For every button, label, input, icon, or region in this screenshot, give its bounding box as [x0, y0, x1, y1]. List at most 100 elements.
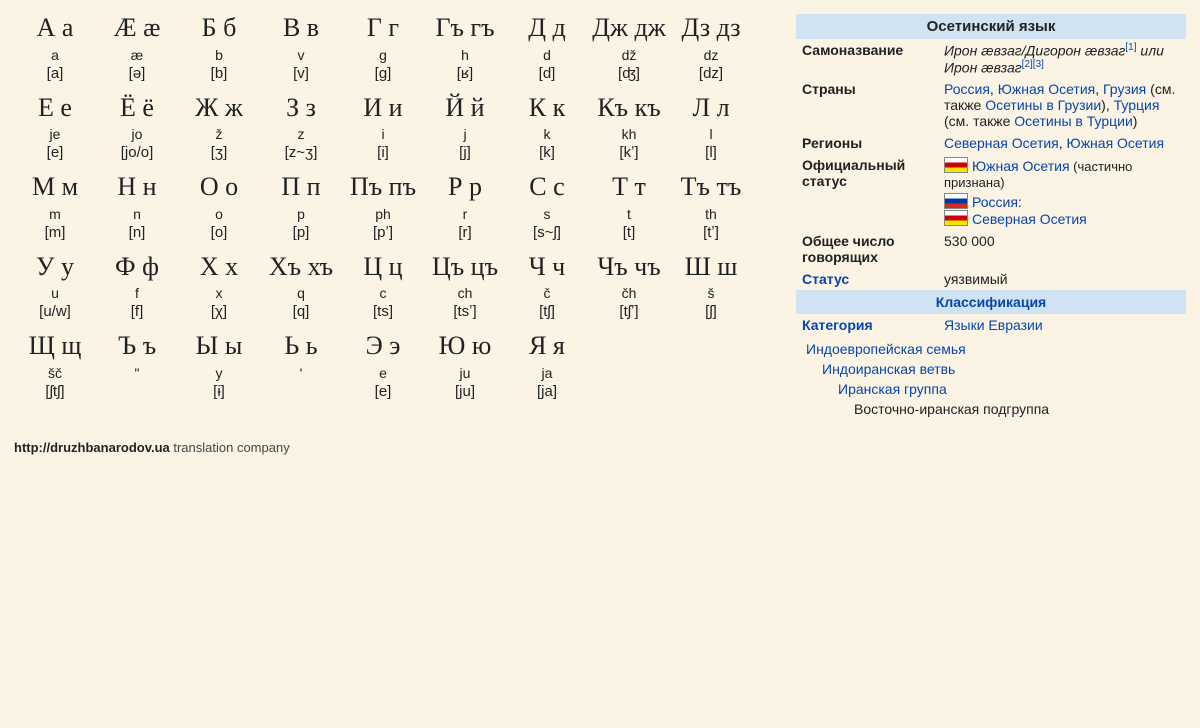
- letter: Я я: [506, 332, 588, 361]
- transliteration: dž: [588, 47, 670, 63]
- alphabet-cell: Чъ чъčh[tʃʼ]: [588, 253, 670, 321]
- ipa: [χ]: [178, 303, 260, 320]
- flag-north-ossetia-icon: [944, 210, 968, 226]
- ipa: [i]: [342, 144, 424, 161]
- link-ossetians-turkey[interactable]: Осетины в Турции: [1014, 113, 1133, 129]
- ipa: [tʃ]: [506, 303, 588, 320]
- alphabet-cell: А а a [a]: [14, 14, 96, 82]
- link-russia[interactable]: Россия: [944, 81, 990, 97]
- infobox-title: Осетинский язык: [796, 14, 1186, 39]
- ipa: [kʼ]: [588, 144, 670, 161]
- letter: Ӕ ӕ: [96, 14, 178, 43]
- alphabet-cell: Ч чč[tʃ]: [506, 253, 588, 321]
- link-ossetians-georgia[interactable]: Осетины в Грузии: [985, 97, 1101, 113]
- alphabet-cell: Къ къkh[kʼ]: [588, 94, 670, 162]
- ipa: [a]: [14, 65, 96, 82]
- ipa: [m]: [14, 224, 96, 241]
- letter: Хъ хъ: [260, 253, 342, 282]
- transliteration: ': [260, 365, 342, 381]
- alphabet-cell: Пъ пъph[pʼ]: [342, 173, 424, 241]
- transliteration: ž: [178, 126, 260, 142]
- flag-russia-icon: [944, 193, 968, 209]
- transliteration: v: [260, 47, 342, 63]
- alphabet-cell: М мm[m]: [14, 173, 96, 241]
- ipa: [z~ʒ]: [260, 144, 342, 161]
- alphabet-cell: Ь ь': [260, 332, 342, 400]
- link-eurasia-languages[interactable]: Языки Евразии: [944, 317, 1043, 333]
- letter: Цъ цъ: [424, 253, 506, 282]
- transliteration: f: [96, 285, 178, 301]
- link-south-ossetia[interactable]: Южная Осетия: [998, 81, 1096, 97]
- letter: Къ къ: [588, 94, 670, 123]
- alphabet-cell: Я яja[ja]: [506, 332, 588, 400]
- link-indo-iranian[interactable]: Индоиранская ветвь: [822, 361, 955, 377]
- transliteration: o: [178, 206, 260, 222]
- link-north-ossetia[interactable]: Северная Осетия: [944, 135, 1059, 151]
- link-north-ossetia[interactable]: Северная Осетия: [972, 211, 1087, 227]
- transliteration: a: [14, 47, 96, 63]
- ipa: [tsʼ]: [424, 303, 506, 320]
- alphabet-cell: П пp[p]: [260, 173, 342, 241]
- ipa: [b]: [178, 65, 260, 82]
- letter: Л л: [670, 94, 752, 123]
- category-label: Категория: [796, 314, 938, 336]
- transliteration: h: [424, 47, 506, 63]
- link-indo-european[interactable]: Индоевропейская семья: [806, 341, 966, 357]
- letter: О о: [178, 173, 260, 202]
- alphabet-cell: Р рr[r]: [424, 173, 506, 241]
- regions-label: Регионы: [796, 132, 938, 154]
- alphabet-cell: Б бb[b]: [178, 14, 260, 82]
- ipa: [l]: [670, 144, 752, 161]
- alphabet-cell: К кk[k]: [506, 94, 588, 162]
- ref-link[interactable]: [1]: [1125, 42, 1136, 53]
- transliteration: q: [260, 285, 342, 301]
- letter: Дз дз: [670, 14, 752, 43]
- footer: http://druzhbanarodov.ua translation com…: [14, 440, 1186, 455]
- official-value: Южная Осетия (частично признана) Россия:…: [938, 154, 1186, 230]
- status-value: уязвимый: [938, 268, 1186, 290]
- link-iranian[interactable]: Иранская группа: [838, 381, 947, 397]
- letter: М м: [14, 173, 96, 202]
- alphabet-cell: Тъ тъth[tʼ]: [670, 173, 752, 241]
- ipa: [ʤ]: [588, 65, 670, 82]
- link-russia[interactable]: Россия: [972, 194, 1018, 210]
- ref-link[interactable]: [2][3]: [1022, 59, 1044, 70]
- transliteration: æ: [96, 47, 178, 63]
- alphabet-cell: О о o [o]: [178, 173, 260, 241]
- transliteration: i: [342, 126, 424, 142]
- transliteration: dz: [670, 47, 752, 63]
- alphabet-cell: Хъ хъ q [q]: [260, 253, 342, 321]
- alphabet-cell: Н нn[n]: [96, 173, 178, 241]
- selfname-label: Самоназвание: [796, 39, 938, 78]
- ipa: [u/w]: [14, 303, 96, 320]
- letter: Е е: [14, 94, 96, 123]
- ipa: [q]: [260, 303, 342, 320]
- link-category[interactable]: Категория: [802, 317, 873, 333]
- flag-south-ossetia-icon: [944, 157, 968, 173]
- link-georgia[interactable]: Грузия: [1103, 81, 1146, 97]
- letter: Тъ тъ: [670, 173, 752, 202]
- east-iranian-subgroup: Восточно-иранская подгруппа: [802, 399, 1180, 419]
- link-south-ossetia[interactable]: Южная Осетия: [972, 158, 1070, 174]
- link-south-ossetia[interactable]: Южная Осетия: [1067, 135, 1165, 151]
- transliteration: b: [178, 47, 260, 63]
- transliteration: x: [178, 285, 260, 301]
- category-value: Языки Евразии: [938, 314, 1186, 336]
- letter: Гъ гъ: [424, 14, 506, 43]
- transliteration: s: [506, 206, 588, 222]
- letter: А а: [14, 14, 96, 43]
- letter: К к: [506, 94, 588, 123]
- ipa: [ʁ]: [424, 65, 506, 82]
- transliteration: d: [506, 47, 588, 63]
- alphabet-cell: С сs[s~ʃ]: [506, 173, 588, 241]
- selfname-value: Ирон ӕвзаг/Дигорон ӕвзаг[1] или Ирон ӕвз…: [938, 39, 1186, 78]
- link-classification[interactable]: Классификация: [936, 294, 1046, 310]
- link-turkey[interactable]: Турция: [1114, 97, 1160, 113]
- transliteration: z: [260, 126, 342, 142]
- alphabet-cell: Дз дзdz[dz]: [670, 14, 752, 82]
- ipa: [v]: [260, 65, 342, 82]
- link-status[interactable]: Статус: [802, 271, 849, 287]
- ipa: [o]: [178, 224, 260, 241]
- transliteration: y: [178, 365, 260, 381]
- ipa: [p]: [260, 224, 342, 241]
